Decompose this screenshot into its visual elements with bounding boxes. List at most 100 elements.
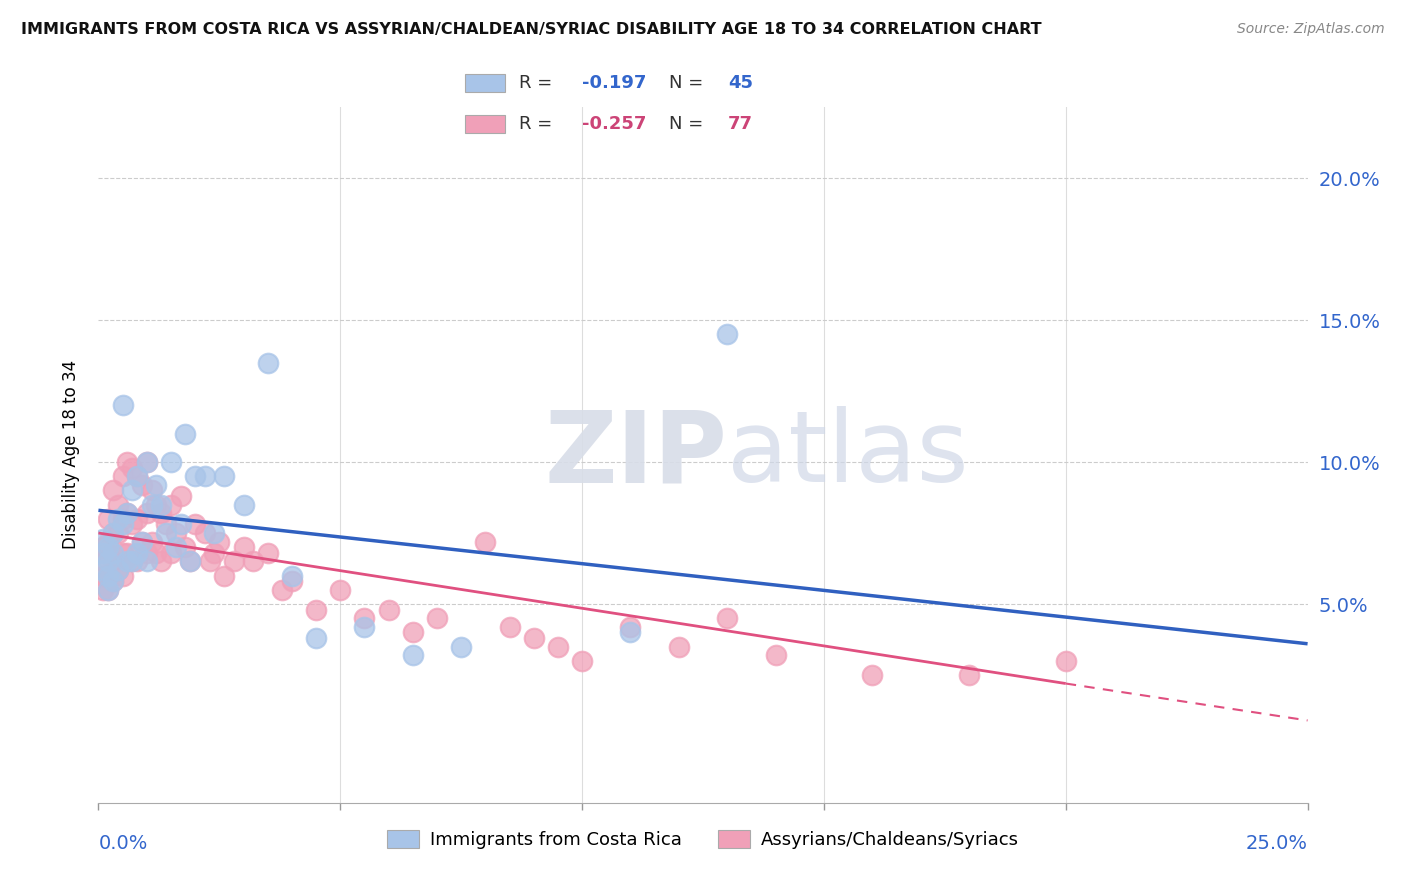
Point: [135, 506, 157, 520]
Point: [145, 477, 167, 491]
Point: [141, 534, 163, 549]
Point: [107, 563, 129, 577]
Point: [165, 540, 187, 554]
Point: [353, 620, 375, 634]
Point: [450, 640, 472, 654]
Point: [131, 477, 153, 491]
Point: [135, 554, 157, 568]
Point: [165, 526, 187, 541]
Text: 0.0%: 0.0%: [98, 834, 148, 853]
Point: [107, 563, 129, 577]
Point: [179, 554, 201, 568]
Point: [523, 631, 546, 645]
Point: [131, 534, 153, 549]
Point: [169, 517, 191, 532]
Point: [271, 582, 294, 597]
Point: [160, 498, 183, 512]
Point: [117, 506, 139, 520]
Point: [198, 554, 221, 568]
Point: [619, 620, 641, 634]
Point: [329, 582, 352, 597]
Point: [97, 582, 120, 597]
Point: [107, 498, 129, 512]
Point: [135, 455, 157, 469]
Point: [160, 546, 183, 560]
Point: [97, 540, 120, 554]
Point: [281, 568, 304, 582]
Text: -0.257: -0.257: [582, 115, 645, 133]
Point: [150, 506, 173, 520]
Point: [97, 568, 120, 582]
Point: [91, 568, 114, 582]
Text: -0.197: -0.197: [582, 74, 645, 92]
Point: [208, 534, 231, 549]
Bar: [464, 74, 505, 92]
Point: [121, 554, 143, 568]
Point: [121, 554, 143, 568]
Point: [232, 540, 254, 554]
Point: [169, 489, 191, 503]
Point: [155, 517, 177, 532]
Point: [281, 574, 304, 589]
Point: [668, 640, 690, 654]
Point: [121, 483, 143, 498]
Text: atlas: atlas: [727, 407, 969, 503]
Point: [305, 631, 328, 645]
Point: [101, 546, 124, 560]
Point: [111, 469, 134, 483]
Point: [160, 455, 183, 469]
Bar: [464, 115, 505, 133]
Point: [107, 526, 129, 541]
Point: [212, 568, 235, 582]
Point: [111, 568, 134, 582]
Text: R =: R =: [519, 115, 558, 133]
Point: [127, 469, 149, 483]
Point: [716, 327, 738, 342]
Point: [474, 534, 496, 549]
Text: R =: R =: [519, 74, 558, 92]
Point: [150, 554, 173, 568]
Point: [145, 546, 167, 560]
Point: [256, 356, 278, 370]
Text: N =: N =: [669, 74, 709, 92]
Point: [571, 654, 593, 668]
Point: [91, 563, 114, 577]
Point: [716, 611, 738, 625]
Text: Source: ZipAtlas.com: Source: ZipAtlas.com: [1237, 22, 1385, 37]
Point: [127, 512, 149, 526]
Point: [127, 554, 149, 568]
Point: [91, 532, 114, 546]
Point: [131, 534, 153, 549]
Text: IMMIGRANTS FROM COSTA RICA VS ASSYRIAN/CHALDEAN/SYRIAC DISABILITY AGE 18 TO 34 C: IMMIGRANTS FROM COSTA RICA VS ASSYRIAN/C…: [21, 22, 1042, 37]
Point: [141, 498, 163, 512]
Point: [111, 398, 134, 412]
Point: [204, 526, 226, 541]
Point: [97, 546, 120, 560]
Text: N =: N =: [669, 115, 709, 133]
Point: [97, 534, 120, 549]
Point: [127, 546, 149, 560]
Point: [765, 648, 787, 662]
Point: [97, 512, 120, 526]
Text: 25.0%: 25.0%: [1246, 834, 1308, 853]
Point: [111, 512, 134, 526]
Point: [101, 526, 124, 541]
Point: [91, 540, 114, 554]
Point: [97, 554, 120, 568]
Point: [212, 469, 235, 483]
Point: [117, 554, 139, 568]
Point: [222, 554, 245, 568]
Point: [135, 455, 157, 469]
Point: [91, 554, 114, 568]
Point: [174, 540, 197, 554]
Point: [150, 498, 173, 512]
Point: [402, 648, 425, 662]
Point: [174, 426, 197, 441]
Legend: Immigrants from Costa Rica, Assyrians/Chaldeans/Syriacs: Immigrants from Costa Rica, Assyrians/Ch…: [380, 823, 1026, 856]
Text: ZIP: ZIP: [544, 407, 727, 503]
Point: [179, 554, 201, 568]
Point: [232, 498, 254, 512]
Point: [194, 469, 217, 483]
Point: [127, 469, 149, 483]
Point: [1054, 654, 1077, 668]
